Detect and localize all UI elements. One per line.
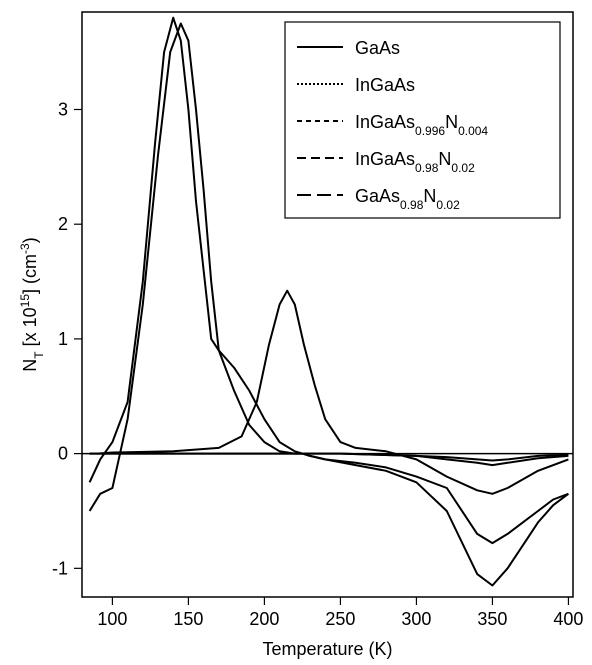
legend-text-part: GaAs — [355, 186, 400, 206]
series-group — [88, 16, 569, 587]
legend-subscript: 0.98 — [400, 198, 424, 212]
y-title-part: [x 10 — [20, 307, 40, 351]
x-tick-label: 400 — [553, 609, 583, 629]
legend-label: GaAs — [355, 38, 400, 58]
series-line-3 — [97, 289, 569, 495]
legend-text-part: N — [445, 112, 458, 132]
x-tick-label: 100 — [97, 609, 127, 629]
legend-text-part: InGaAs — [355, 75, 415, 95]
ticks-group: 100 150 200 250 300 350 400 -1 0 1 2 3 — [52, 100, 583, 630]
x-tick-label: 250 — [325, 609, 355, 629]
y-tick-label: 0 — [58, 444, 68, 464]
y-title-part: N — [20, 359, 40, 372]
legend-subscript: 0.98 — [415, 161, 439, 175]
y-title-part: ) — [20, 237, 40, 243]
y-title-part: 15 — [18, 294, 32, 308]
legend-text-part: N — [438, 149, 451, 169]
legend-text-part: InGaAs — [355, 112, 415, 132]
legend-label: GaAs0.98N0.02 — [355, 186, 460, 212]
legend-label: InGaAs — [355, 75, 415, 95]
legend-subscript: 0.004 — [458, 124, 488, 138]
legend-subscript: 0.02 — [451, 161, 475, 175]
legend-text-part: GaAs — [355, 38, 400, 58]
legend-text-part: InGaAs — [355, 149, 415, 169]
x-tick-label: 300 — [401, 609, 431, 629]
x-axis-title: Temperature (K) — [262, 639, 392, 659]
y-tick-label: 3 — [58, 100, 68, 120]
plot-frame — [81, 11, 574, 598]
y-tick-label: -1 — [52, 558, 68, 578]
y-title-part: ] (cm — [20, 254, 40, 294]
legend-subscript: 0.02 — [436, 198, 460, 212]
legend-subscript: 0.996 — [415, 124, 445, 138]
legend-box — [284, 21, 561, 219]
series-line-1 — [88, 16, 569, 545]
legend-text-part: N — [423, 186, 436, 206]
y-tick-label: 2 — [58, 214, 68, 234]
legend-label: InGaAs0.98N0.02 — [355, 149, 475, 175]
series-line-5 — [89, 452, 569, 462]
x-tick-label: 200 — [249, 609, 279, 629]
series-line-2 — [88, 22, 569, 587]
x-tick-label: 150 — [173, 609, 203, 629]
legend: GaAsInGaAsInGaAs0.996N0.004InGaAs0.98N0.… — [284, 21, 561, 219]
legend-label: InGaAs0.996N0.004 — [355, 112, 488, 138]
y-axis-title: NT [x 1015] (cm-3) — [18, 237, 46, 371]
y-title-part: -3 — [18, 243, 32, 254]
x-tick-label: 350 — [477, 609, 507, 629]
y-tick-label: 1 — [58, 329, 68, 349]
y-title-part: T — [32, 351, 46, 359]
